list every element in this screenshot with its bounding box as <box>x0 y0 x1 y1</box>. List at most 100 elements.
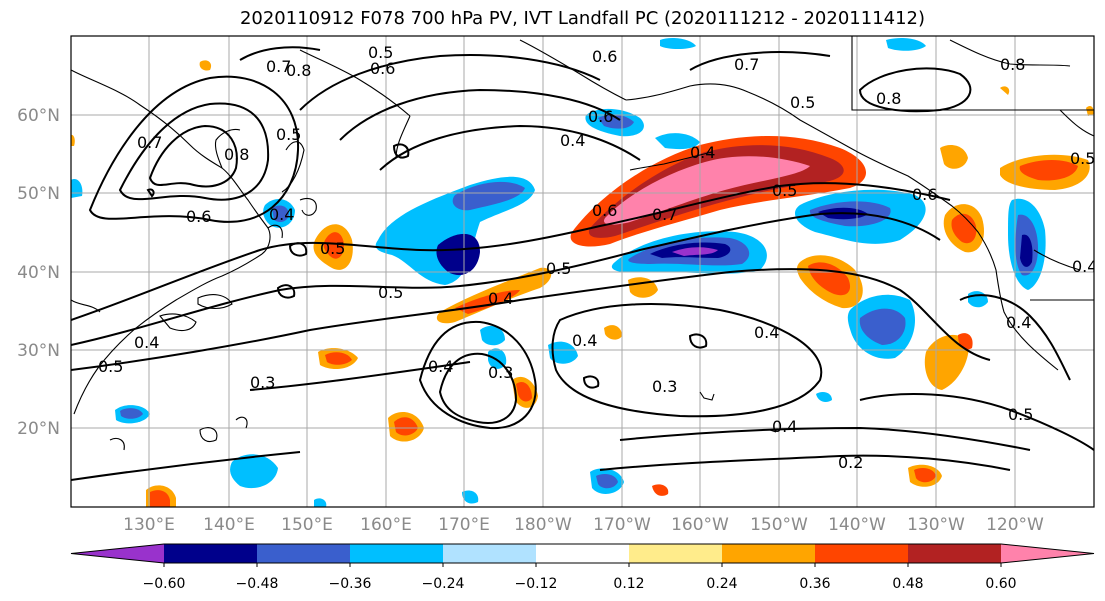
lon-label: 120°W <box>986 515 1044 535</box>
contour-label: 0.6 <box>186 207 211 226</box>
colorbar-tick-label: 0.36 <box>799 576 830 592</box>
pv-negative-region <box>548 341 578 364</box>
pv-negative-region <box>120 408 143 419</box>
pv-negative-region <box>816 392 832 402</box>
colorbar-tick-label: 0.24 <box>706 576 737 592</box>
contour-label: 0.3 <box>250 373 275 392</box>
colorbar-tick-label: −0.36 <box>329 576 372 592</box>
contour-label: 0.4 <box>560 131 585 150</box>
colorbar-tick-label: −0.24 <box>422 576 465 592</box>
colorbar-cell <box>443 544 537 563</box>
contour-label: 0.4 <box>488 289 513 308</box>
lat-label: 20°N <box>17 419 60 439</box>
lon-label: 140°W <box>828 515 886 535</box>
contour-label: 0.6 <box>912 185 937 204</box>
pv-negative-region <box>230 454 278 489</box>
colorbar-tick-label: −0.12 <box>515 576 558 592</box>
contour-label: 0.4 <box>428 357 453 376</box>
contour-label: 0.7 <box>137 133 162 152</box>
lon-label: 180°W <box>514 515 572 535</box>
contour-label: 0.8 <box>286 61 311 80</box>
pv-shading <box>71 38 1094 507</box>
colorbar-cell <box>629 544 723 563</box>
contour-label: 0.8 <box>224 145 249 164</box>
pv-positive-region <box>325 352 352 365</box>
contour-label: 0.4 <box>134 333 159 352</box>
contour-label: 0.5 <box>790 93 815 112</box>
colorbar-cell <box>815 544 909 563</box>
lat-label: 60°N <box>17 106 60 126</box>
lon-label: 170°E <box>438 515 490 535</box>
contour-label: 0.3 <box>652 377 677 396</box>
colorbar-cell <box>1001 544 1094 563</box>
map-frame <box>70 35 1095 508</box>
lon-label: 140°E <box>203 515 255 535</box>
lon-label: 130°E <box>123 515 175 535</box>
colorbar-tick-label: −0.60 <box>143 576 186 592</box>
colorbar-cell <box>164 544 258 563</box>
contour-label: 0.5 <box>320 239 345 258</box>
contour-label: 0.5 <box>276 125 301 144</box>
colorbar-tick-label: 0.60 <box>985 576 1016 592</box>
contour-label: 0.4 <box>772 417 797 436</box>
colorbar-cell <box>908 544 1002 563</box>
pv-negative-region <box>660 38 696 49</box>
longitude-labels: 130°E 140°E 150°E 160°E 170°E 180°W 170°… <box>123 515 1044 535</box>
contour-label: 0.4 <box>690 143 715 162</box>
contour-label: 0.8 <box>876 89 901 108</box>
contour-label: 0.6 <box>592 201 617 220</box>
pv-negative-region <box>886 38 926 51</box>
pv-positive-region <box>199 60 212 71</box>
contour-label: 0.6 <box>588 107 613 126</box>
pv-negative-region <box>272 205 289 222</box>
lon-label: 150°W <box>750 515 808 535</box>
pv-positive-region <box>603 156 810 225</box>
map-title: 2020110912 F078 700 hPa PV, IVT Landfall… <box>239 8 926 29</box>
pv-positive-region <box>150 490 170 507</box>
lat-label: 40°N <box>17 263 60 283</box>
contour-label: 0.5 <box>368 43 393 62</box>
pv-negative-region <box>452 181 525 211</box>
pv-negative-region <box>655 133 700 150</box>
pv-positive-region <box>1019 160 1078 181</box>
pv-negative-region <box>596 474 618 489</box>
pv-positive-region <box>1086 106 1094 116</box>
pv-positive-region <box>940 145 968 169</box>
pv-positive-region <box>1000 86 1010 95</box>
contour-label: 0.4 <box>1072 257 1097 276</box>
lon-label: 170°W <box>593 515 651 535</box>
pv-positive-region <box>394 417 418 436</box>
pv-positive-region <box>914 468 936 483</box>
contour-label: 0.5 <box>772 181 797 200</box>
ivt-contours <box>71 46 1094 481</box>
contour-label: 0.5 <box>546 259 571 278</box>
contour-label: 0.3 <box>488 363 513 382</box>
contour-label: 0.2 <box>838 453 863 472</box>
contour-label: 0.5 <box>1008 405 1033 424</box>
pv-negative-region <box>672 247 718 256</box>
contour-label: 0.6 <box>370 59 395 78</box>
pv-negative-region <box>462 490 479 504</box>
lat-label: 50°N <box>17 184 60 204</box>
contour-label: 0.7 <box>652 205 677 224</box>
contour-label: 0.6 <box>592 47 617 66</box>
colorbar-cell <box>257 544 351 563</box>
lon-label: 160°W <box>671 515 729 535</box>
pv-negative-region <box>436 233 480 276</box>
contour-label: 0.4 <box>754 323 779 342</box>
colorbar-cell <box>722 544 816 563</box>
contour-label: 0.5 <box>98 357 123 376</box>
contour-label: 0.7 <box>734 55 759 74</box>
colorbar-cell <box>536 544 630 563</box>
pv-positive-region <box>71 134 75 146</box>
pv-positive-region <box>516 381 532 402</box>
latitude-labels: 60°N 50°N 40°N 30°N 20°N <box>17 106 60 439</box>
contour-label: 0.4 <box>572 331 597 350</box>
pv-positive-region <box>323 232 344 259</box>
pv-positive-region <box>604 325 622 340</box>
contour-label: 0.4 <box>269 205 294 224</box>
colorbar-cell <box>350 544 444 563</box>
colorbar: −0.60 −0.48 −0.36 −0.24 −0.12 0.12 0.24 0.36 0.4… <box>70 543 1095 592</box>
contour-label: 0.8 <box>1000 55 1025 74</box>
lon-label: 130°W <box>907 515 965 535</box>
